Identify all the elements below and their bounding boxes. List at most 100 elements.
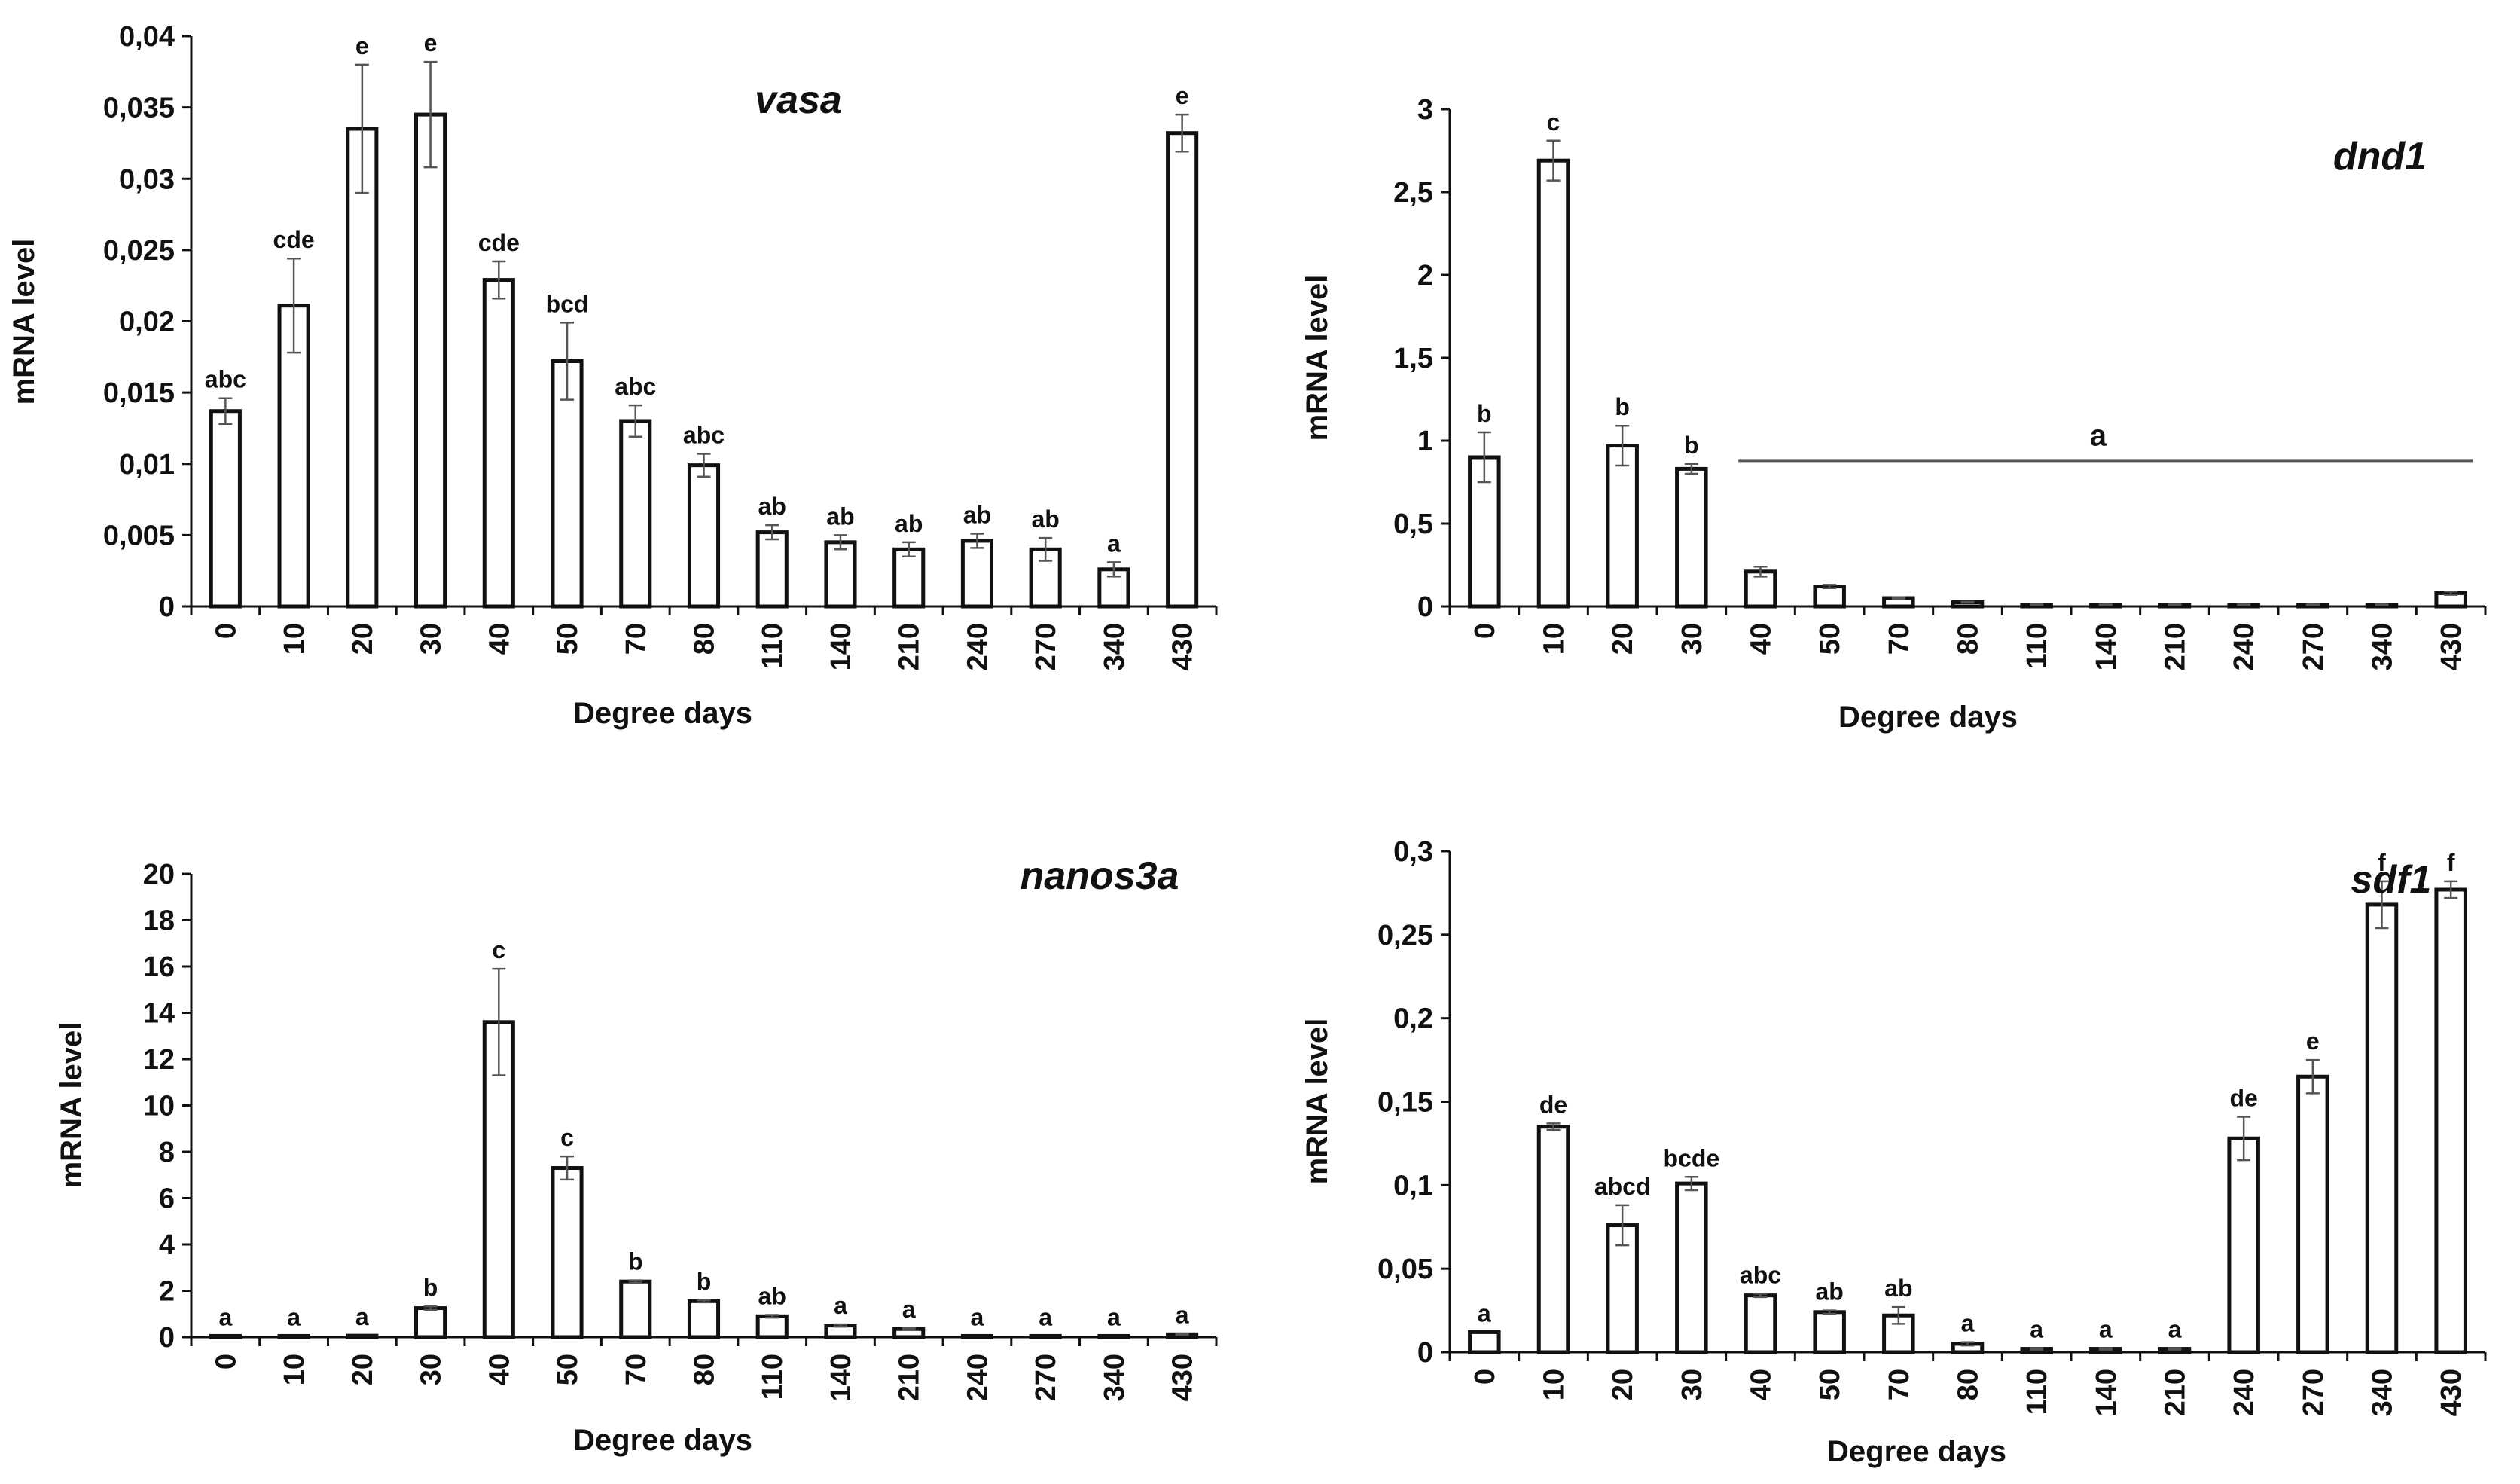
significance-label: a [2099, 1315, 2113, 1342]
x-tick-label: 20 [1607, 623, 1639, 655]
significance-label: b [628, 1248, 643, 1275]
x-tick-label: 40 [484, 1354, 515, 1385]
significance-label: a [1039, 1303, 1052, 1330]
y-tick-label: 1,5 [1393, 343, 1433, 374]
x-tick-label: 40 [1746, 1369, 1777, 1400]
chart-title: sdf1 [2351, 858, 2432, 902]
x-tick-label: 70 [621, 1354, 652, 1385]
significance-label: bcd [546, 290, 589, 317]
group-significance-label: a [2090, 419, 2107, 452]
x-tick-label: 30 [416, 1354, 447, 1385]
x-tick-label: 240 [2229, 623, 2260, 670]
significance-label: e [424, 29, 438, 56]
bar [348, 1336, 377, 1337]
y-axis-label: mRNA level [55, 1022, 88, 1189]
dnd1-chart-panel: 00,511,522,53b0c10b20b30 40 50 70 80 110 140 21… [1301, 94, 2485, 734]
x-tick-label: 270 [2298, 623, 2329, 670]
significance-label: a [834, 1292, 847, 1319]
y-tick-label: 10 [143, 1091, 175, 1122]
significance-label: ab [1815, 1278, 1843, 1305]
bar [2367, 905, 2396, 1352]
bar [621, 421, 650, 606]
bar [1539, 1127, 1568, 1352]
significance-label: a [1176, 1302, 1189, 1329]
y-tick-label: 0 [159, 1322, 175, 1354]
significance-label: cde [273, 226, 315, 253]
y-tick-label: 0,15 [1377, 1087, 1433, 1119]
x-tick-label: 20 [347, 1354, 379, 1385]
y-axis-label: mRNA level [1301, 1018, 1334, 1185]
x-tick-label: 140 [2091, 1369, 2122, 1416]
significance-label: c [492, 936, 505, 963]
significance-label: b [1684, 432, 1699, 459]
x-tick-label: 340 [2367, 623, 2399, 670]
significance-label: e [2306, 1028, 2320, 1055]
bar [2229, 1138, 2259, 1352]
x-tick-label: 0 [1469, 623, 1501, 639]
y-tick-label: 12 [143, 1044, 175, 1076]
significance-label: a [355, 1303, 369, 1330]
y-tick-label: 3 [1417, 94, 1433, 126]
y-tick-label: 0 [1417, 1337, 1433, 1369]
x-tick-label: 80 [689, 623, 721, 655]
x-tick-label: 210 [894, 623, 926, 670]
y-tick-label: 16 [143, 951, 175, 983]
chart-title: vasa [755, 78, 842, 122]
x-tick-label: 10 [279, 1354, 310, 1385]
y-tick-label: 2 [159, 1276, 175, 1308]
x-tick-label: 50 [552, 623, 584, 655]
x-tick-label: 80 [1953, 1369, 1985, 1400]
bar [1746, 1296, 1775, 1352]
y-tick-label: 2,5 [1393, 177, 1433, 209]
y-tick-label: 4 [159, 1229, 175, 1261]
bar [963, 541, 991, 606]
bar [895, 549, 923, 606]
x-tick-label: 110 [757, 1354, 789, 1400]
y-tick-label: 0,03 [119, 163, 175, 195]
bar [1539, 160, 1568, 606]
x-tick-label: 80 [689, 1354, 721, 1385]
sdf1-chart-panel: 00,050,10,150,20,250,3a0de10abcd20bcde30… [1301, 836, 2485, 1468]
x-axis-label: Degree days [573, 697, 752, 730]
vasa-chart-panel: 00,0050,010,0150,020,0250,030,0350,04abc… [8, 21, 1216, 730]
significance-label: b [423, 1274, 438, 1301]
bar [2299, 1076, 2328, 1352]
significance-label: c [560, 1124, 574, 1151]
x-tick-label: 80 [1953, 623, 1985, 655]
x-tick-label: 270 [2298, 1369, 2329, 1416]
y-tick-label: 0 [1417, 591, 1433, 623]
x-axis-label: Degree days [1838, 701, 2018, 734]
y-tick-label: 0,035 [103, 93, 175, 124]
x-tick-label: 50 [552, 1354, 584, 1385]
significance-label: b [1615, 393, 1630, 420]
y-tick-label: 14 [143, 998, 175, 1030]
x-tick-label: 340 [1099, 1354, 1130, 1401]
bar [963, 1336, 991, 1337]
significance-label: ab [1031, 505, 1059, 533]
significance-label: a [1961, 1310, 1975, 1337]
significance-label: abc [205, 366, 246, 393]
y-tick-label: 0,02 [119, 307, 175, 338]
significance-label: a [1478, 1299, 1491, 1327]
figure: 00,0050,010,0150,020,0250,030,0350,04abc… [0, 0, 2520, 1484]
y-tick-label: 0,3 [1393, 836, 1433, 868]
x-tick-label: 70 [1884, 623, 1915, 655]
bar [211, 411, 239, 606]
significance-label: de [2229, 1084, 2257, 1111]
significance-label: c [1547, 108, 1561, 136]
y-tick-label: 6 [159, 1183, 175, 1215]
significance-label: b [1477, 400, 1492, 427]
x-axis-label: Degree days [1827, 1435, 2006, 1468]
x-tick-label: 10 [279, 623, 310, 655]
y-axis-label: mRNA level [1301, 275, 1334, 441]
significance-label: a [1107, 1303, 1121, 1330]
bar [1168, 133, 1197, 606]
bar [1677, 469, 1707, 606]
significance-label: a [287, 1303, 301, 1330]
x-tick-label: 110 [2021, 1369, 2053, 1415]
significance-label: ab [1884, 1275, 1912, 1302]
significance-label: ab [895, 510, 923, 537]
y-tick-label: 0,005 [103, 520, 175, 551]
significance-label: a [902, 1296, 916, 1323]
bar [621, 1281, 650, 1337]
